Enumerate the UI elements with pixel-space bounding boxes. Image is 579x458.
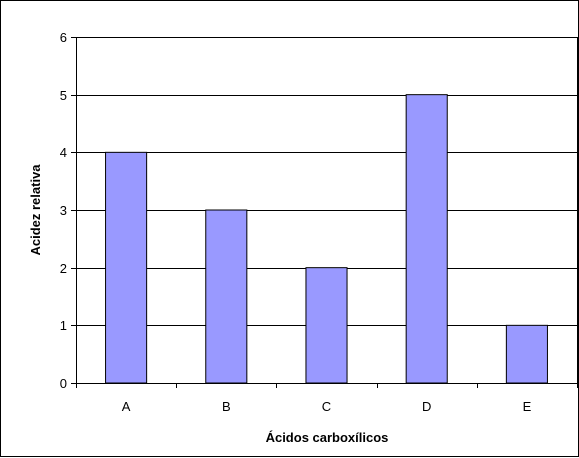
bar-E (505, 324, 548, 384)
bar-C (305, 267, 348, 384)
y-tick-labels: 0 1 2 3 4 5 6 (60, 30, 67, 391)
bar-B (205, 209, 248, 384)
bars (105, 94, 548, 384)
x-tick-label: C (322, 399, 331, 414)
x-tick-label: D (422, 399, 431, 414)
gridlines (76, 37, 577, 326)
x-tick-label: A (122, 399, 131, 414)
x-tick-labels: A B C D E (122, 399, 532, 414)
y-tick-label: 4 (60, 145, 67, 160)
x-tick-label: B (222, 399, 231, 414)
axes (71, 37, 578, 388)
x-tick-label: E (523, 399, 532, 414)
y-tick-label: 1 (60, 318, 67, 333)
y-tick-label: 0 (60, 376, 67, 391)
bar-D (405, 94, 448, 384)
y-tick-label: 6 (60, 30, 67, 45)
y-tick-label: 3 (60, 203, 67, 218)
bar-A (105, 151, 148, 384)
x-axis-title: Ácidos carboxílicos (266, 430, 389, 445)
y-tick-label: 5 (60, 88, 67, 103)
y-axis-title: Acidez relativa (28, 164, 43, 256)
y-tick-label: 2 (60, 261, 67, 276)
